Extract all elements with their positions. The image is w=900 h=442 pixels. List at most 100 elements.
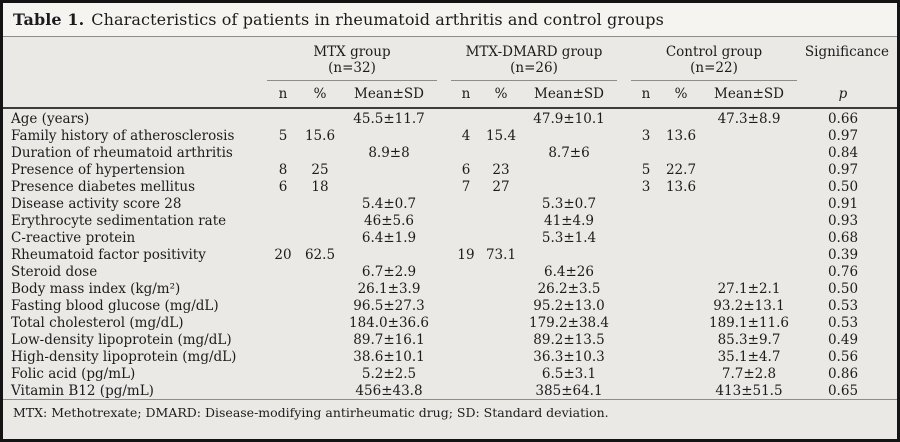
cell-mtx-n: 20 (274, 246, 292, 263)
cell-row-label: Erythrocyte sedimentation rate (11, 212, 227, 229)
cell-control-n: 3 (641, 178, 651, 195)
cell-dmard-mean: 5.3±1.4 (541, 229, 597, 246)
cell-control-pct: 13.6 (665, 178, 697, 195)
cell-control-mean: 7.7±2.8 (721, 365, 777, 382)
table-row: Rheumatoid factor positivity 20 62.5 19 … (11, 246, 889, 263)
col-header-pct: % (674, 86, 688, 102)
cell-control-mean: 413±51.5 (715, 382, 783, 399)
table-number-label: Table 1. (13, 10, 85, 29)
table-row: Steroid dose 6.7±2.9 6.4±26 0.76 (11, 263, 889, 280)
table-header: MTX group (n=32) MTX-DMARD group (n=26) … (3, 37, 897, 109)
col-header-pct: % (313, 86, 327, 102)
cell-mtx-pct: 62.5 (304, 246, 336, 263)
cell-p-value: 0.49 (827, 331, 859, 348)
cell-p-value: 0.68 (827, 229, 859, 246)
cell-p-value: 0.53 (827, 297, 859, 314)
cell-dmard-n: 19 (457, 246, 475, 263)
cell-control-mean: 189.1±11.6 (708, 314, 790, 331)
cell-mtx-mean: 6.4±1.9 (361, 229, 417, 246)
cell-dmard-mean: 36.3±10.3 (533, 348, 605, 365)
cell-p-value: 0.50 (827, 178, 859, 195)
cell-row-label: Vitamin B12 (pg/mL) (11, 382, 154, 399)
cell-p-value: 0.84 (827, 144, 859, 161)
cell-p-value: 0.76 (827, 263, 859, 280)
cell-row-label: Disease activity score 28 (11, 195, 182, 212)
table-row: Presence of hypertension 8 25 6 23 5 22.… (11, 161, 889, 178)
cell-row-label: Folic acid (pg/mL) (11, 365, 136, 382)
table-row: Erythrocyte sedimentation rate 46±5.6 41… (11, 212, 889, 229)
cell-p-value: 0.65 (827, 382, 859, 399)
cell-dmard-n: 7 (461, 178, 471, 195)
cell-p-value: 0.97 (827, 127, 859, 144)
cell-dmard-pct: 27 (492, 178, 510, 195)
cell-dmard-mean: 385±64.1 (535, 382, 603, 399)
cell-row-label: C-reactive protein (11, 229, 136, 246)
cell-mtx-pct: 18 (311, 178, 329, 195)
cell-control-n: 5 (641, 161, 651, 178)
cell-control-mean: 27.1±2.1 (717, 280, 781, 297)
cell-dmard-pct: 23 (492, 161, 510, 178)
cell-mtx-mean: 8.9±8 (368, 144, 410, 161)
col-header-n: n (278, 86, 288, 102)
cell-p-value: 0.50 (827, 280, 859, 297)
cell-row-label: Rheumatoid factor positivity (11, 246, 206, 263)
col-header-mean: Mean±SD (714, 86, 784, 102)
cell-mtx-n: 5 (278, 127, 288, 144)
cell-row-label: Presence diabetes mellitus (11, 178, 196, 195)
cell-row-label: Family history of atherosclerosis (11, 127, 235, 144)
table-row: High-density lipoprotein (mg/dL) 38.6±10… (11, 348, 889, 365)
table-body: Age (years) 45.5±11.7 47.9±10.1 47.3±8.9… (3, 109, 897, 399)
col-header-n: n (641, 86, 651, 102)
cell-p-value: 0.56 (827, 348, 859, 365)
cell-dmard-n: 6 (461, 161, 471, 178)
table-footnote: MTX: Methotrexate; DMARD: Disease-modify… (3, 399, 897, 439)
cell-mtx-mean: 46±5.6 (364, 212, 414, 229)
cell-row-label: Presence of hypertension (11, 161, 185, 178)
cell-mtx-mean: 26.1±3.9 (357, 280, 421, 297)
table-row: Disease activity score 28 5.4±0.7 5.3±0.… (11, 195, 889, 212)
cell-mtx-mean: 5.2±2.5 (361, 365, 417, 382)
col-header-mean: Mean±SD (354, 86, 424, 102)
cell-dmard-mean: 5.3±0.7 (541, 195, 597, 212)
cell-p-value: 0.97 (827, 161, 859, 178)
cell-mtx-n: 6 (278, 178, 288, 195)
table-row: Vitamin B12 (pg/mL) 456±43.8 385±64.1 41… (11, 382, 889, 399)
group-header-control: Control group (n=22) (631, 37, 797, 81)
cell-dmard-pct: 73.1 (485, 246, 517, 263)
table-row: Low-density lipoprotein (mg/dL) 89.7±16.… (11, 331, 889, 348)
group-name: MTX group (313, 44, 391, 60)
table-row: Fasting blood glucose (mg/dL) 96.5±27.3 … (11, 297, 889, 314)
cell-row-label: Fasting blood glucose (mg/dL) (11, 297, 219, 314)
cell-dmard-mean: 26.2±3.5 (537, 280, 601, 297)
table-row: Body mass index (kg/m²) 26.1±3.9 26.2±3.… (11, 280, 889, 297)
col-header-n: n (461, 86, 471, 102)
cell-row-label: Total cholesterol (mg/dL) (11, 314, 184, 331)
cell-dmard-mean: 41±4.9 (544, 212, 594, 229)
cell-dmard-pct: 15.4 (485, 127, 517, 144)
cell-p-value: 0.53 (827, 314, 859, 331)
table-title-text: Characteristics of patients in rheumatoi… (91, 10, 664, 29)
cell-control-mean: 93.2±13.1 (713, 297, 785, 314)
group-n: (n=32) (328, 60, 376, 76)
cell-dmard-mean: 89.2±13.5 (533, 331, 605, 348)
cell-row-label: Body mass index (kg/m²) (11, 280, 181, 297)
cell-mtx-mean: 38.6±10.1 (353, 348, 425, 365)
cell-mtx-pct: 15.6 (304, 127, 336, 144)
cell-control-n: 3 (641, 127, 651, 144)
cell-dmard-mean: 47.9±10.1 (533, 110, 605, 127)
cell-mtx-mean: 45.5±11.7 (353, 110, 425, 127)
col-header-pct: % (494, 86, 508, 102)
cell-p-value: 0.39 (827, 246, 859, 263)
group-header-mtx: MTX group (n=32) (267, 37, 437, 81)
cell-mtx-pct: 25 (311, 161, 329, 178)
col-header-p: p (838, 86, 848, 102)
cell-dmard-mean: 6.4±26 (544, 263, 594, 280)
group-header-mtx-dmard: MTX-DMARD group (n=26) (451, 37, 617, 81)
cell-control-mean: 35.1±4.7 (717, 348, 781, 365)
table-row: Duration of rheumatoid arthritis 8.9±8 8… (11, 144, 889, 161)
table-row: Presence diabetes mellitus 6 18 7 27 3 1… (11, 178, 889, 195)
cell-control-mean: 47.3±8.9 (717, 110, 781, 127)
cell-control-pct: 13.6 (665, 127, 697, 144)
cell-mtx-mean: 6.7±2.9 (361, 263, 417, 280)
